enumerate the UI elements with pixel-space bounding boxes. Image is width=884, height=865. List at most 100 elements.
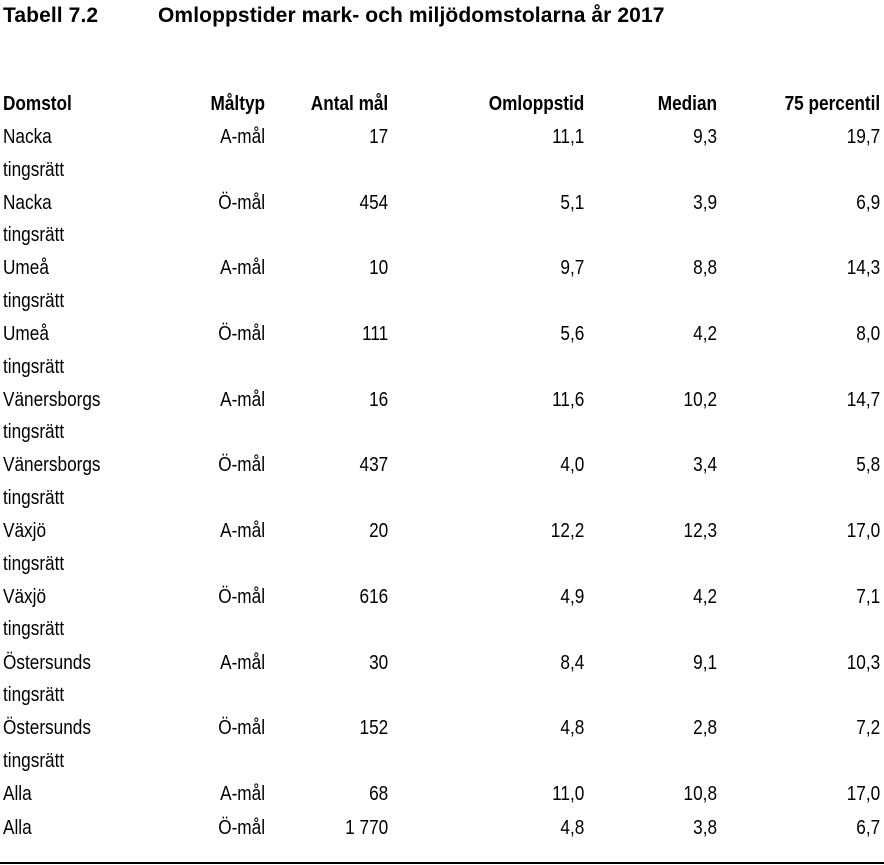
cell-maltyp: Ö-mål xyxy=(218,323,266,346)
cell-maltyp: A-mål xyxy=(220,651,266,674)
cell-median: 3,8 xyxy=(693,816,718,839)
cell-domstol: Östersunds tingsrätt xyxy=(3,647,175,713)
domstol-line: tingsrätt xyxy=(3,552,65,575)
cell-antal: 10 xyxy=(369,257,389,280)
cell-maltyp: A-mål xyxy=(220,520,266,543)
cell-maltyp: Ö-mål xyxy=(218,585,266,608)
domstol-line: tingsrätt xyxy=(3,224,65,247)
cell-omloppstid: 8,4 xyxy=(560,651,585,674)
domstol-line: Vänersborgs xyxy=(3,388,101,411)
cell-median: 3,4 xyxy=(693,454,718,477)
cell-omloppstid: 5,1 xyxy=(560,191,585,214)
header-maltyp: Måltyp xyxy=(210,93,266,115)
cell-domstol: Umeå tingsrätt xyxy=(3,252,175,318)
cell-antal: 152 xyxy=(359,717,389,740)
domstol-line: Alla xyxy=(3,816,32,839)
domstol-line: tingsrätt xyxy=(3,684,65,706)
cell-p75: 7,1 xyxy=(856,585,881,608)
domstol-line: Umeå xyxy=(3,257,49,280)
header-omloppstid: Omloppstid xyxy=(488,93,585,115)
cell-p75: 5,8 xyxy=(856,454,881,477)
cell-maltyp: A-mål xyxy=(220,257,266,280)
table-body: Nacka tingsrätt A-mål 17 11,1 9,3 19,7 Nacka tin… xyxy=(3,121,880,846)
cell-omloppstid: 12,2 xyxy=(550,520,585,543)
domstol-line: Östersunds xyxy=(3,717,91,740)
cell-domstol: Umeå tingsrätt xyxy=(3,318,175,384)
table-caption: Tabell 7.2 Omloppstider mark- och miljödo… xyxy=(3,4,665,28)
header-median: Median xyxy=(657,93,718,115)
domstol-line: Nacka xyxy=(3,191,52,214)
cell-p75: 19,7 xyxy=(846,126,881,148)
cell-p75: 6,7 xyxy=(856,816,881,839)
domstol-line: tingsrätt xyxy=(3,421,65,444)
cell-antal: 111 xyxy=(362,323,389,346)
cell-domstol: Alla xyxy=(3,778,175,812)
cell-omloppstid: 11,1 xyxy=(552,126,585,148)
cell-antal: 1 770 xyxy=(345,816,389,839)
cell-median: 9,1 xyxy=(693,651,718,674)
cell-omloppstid: 4,9 xyxy=(560,585,585,608)
cell-antal: 30 xyxy=(369,651,389,674)
table-number: Tabell 7.2 xyxy=(3,4,99,27)
domstol-line: Växjö xyxy=(3,520,47,543)
cell-maltyp: A-mål xyxy=(220,126,266,148)
cell-omloppstid: 9,7 xyxy=(560,257,585,280)
cell-median: 2,8 xyxy=(693,717,718,740)
domstol-line: tingsrätt xyxy=(3,158,65,181)
cell-maltyp: A-mål xyxy=(220,782,266,805)
header-row: Domstol Måltyp Antal mål Omloppstid Medi… xyxy=(3,88,880,121)
domstol-line: Umeå xyxy=(3,323,49,346)
cell-maltyp: Ö-mål xyxy=(218,717,266,740)
table-row: Östersunds tingsrätt Ö-mål 152 4,8 2,8 7,2 xyxy=(3,712,880,778)
cell-p75: 14,7 xyxy=(846,388,881,411)
cell-maltyp: Ö-mål xyxy=(218,454,266,477)
cell-domstol: Växjö tingsrätt xyxy=(3,581,175,647)
cell-antal: 616 xyxy=(359,585,389,608)
cell-antal: 17 xyxy=(369,126,389,148)
turnaround-table: Domstol Måltyp Antal mål Omloppstid Medi… xyxy=(3,88,880,846)
header-p75: 75 percentil xyxy=(784,93,881,115)
cell-omloppstid: 11,6 xyxy=(552,388,585,411)
table-title: Omloppstider mark- och miljödomstolarna … xyxy=(158,4,665,27)
cell-maltyp: Ö-mål xyxy=(218,191,266,214)
cell-antal: 437 xyxy=(359,454,389,477)
cell-median: 3,9 xyxy=(693,191,718,214)
cell-domstol: Alla xyxy=(3,812,175,846)
cell-median: 4,2 xyxy=(693,585,718,608)
cell-domstol: Vänersborgs tingsrätt xyxy=(3,384,175,450)
cell-omloppstid: 11,0 xyxy=(552,782,585,805)
cell-maltyp: Ö-mål xyxy=(218,816,266,839)
cell-antal: 16 xyxy=(369,388,389,411)
cell-omloppstid: 4,8 xyxy=(560,816,585,839)
table-row: Växjö tingsrätt Ö-mål 616 4,9 4,2 7,1 xyxy=(3,581,880,647)
domstol-line: tingsrätt xyxy=(3,486,65,509)
cell-median: 12,3 xyxy=(683,520,718,543)
cell-p75: 8,0 xyxy=(856,323,881,346)
cell-median: 10,8 xyxy=(683,782,718,805)
bottom-rule xyxy=(0,862,884,864)
cell-domstol: Växjö tingsrätt xyxy=(3,515,175,581)
cell-maltyp: A-mål xyxy=(220,388,266,411)
cell-median: 4,2 xyxy=(693,323,718,346)
cell-omloppstid: 4,8 xyxy=(560,717,585,740)
cell-omloppstid: 5,6 xyxy=(560,323,585,346)
cell-p75: 7,2 xyxy=(856,717,881,740)
cell-median: 9,3 xyxy=(693,126,718,148)
cell-median: 8,8 xyxy=(693,257,718,280)
cell-p75: 17,0 xyxy=(846,782,881,805)
header-domstol: Domstol xyxy=(3,93,72,115)
cell-antal: 68 xyxy=(369,782,389,805)
domstol-line: Vänersborgs xyxy=(3,454,101,477)
table-row: Nacka tingsrätt A-mål 17 11,1 9,3 19,7 xyxy=(3,121,880,187)
cell-omloppstid: 4,0 xyxy=(560,454,585,477)
table-row: Växjö tingsrätt A-mål 20 12,2 12,3 17,0 xyxy=(3,515,880,581)
cell-domstol: Östersunds tingsrätt xyxy=(3,712,175,778)
cell-domstol: Vänersborgs tingsrätt xyxy=(3,449,175,515)
table-row: Umeå tingsrätt Ö-mål 111 5,6 4,2 8,0 xyxy=(3,318,880,384)
table-row: Nacka tingsrätt Ö-mål 454 5,1 3,9 6,9 xyxy=(3,187,880,253)
cell-p75: 14,3 xyxy=(846,257,881,280)
cell-domstol: Nacka tingsrätt xyxy=(3,121,175,187)
cell-domstol: Nacka tingsrätt xyxy=(3,187,175,253)
cell-antal: 454 xyxy=(359,191,389,214)
domstol-line: tingsrätt xyxy=(3,289,65,312)
